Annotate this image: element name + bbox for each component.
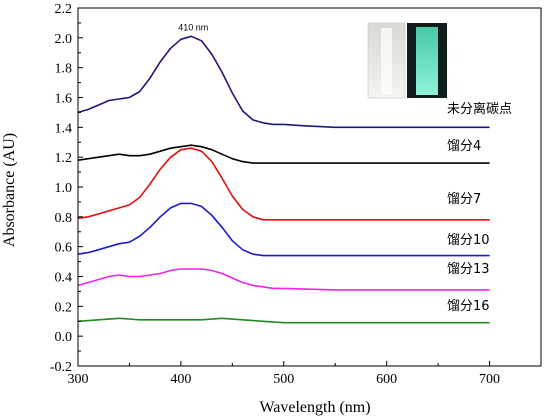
series-label-1: 未分离碳点 [447, 101, 512, 117]
y-tick-label-12: 2.2 [55, 2, 73, 17]
series-line-1 [77, 35, 490, 129]
y-tick-label-1: 0.0 [55, 330, 73, 345]
x-tick-label-700: 700 [479, 372, 500, 387]
series-label-2: 馏分4 [447, 139, 481, 154]
y-tick-label-3: 0.4 [55, 271, 73, 286]
x-axis-title: Wavelength (nm) [259, 399, 370, 416]
y-tick-label-7: 1.2 [55, 151, 73, 166]
series-line-3 [77, 147, 490, 221]
peak-annotation-1: 410 nm [178, 22, 208, 32]
series-label-4: 馏分10 [447, 233, 490, 248]
y-tick-label-8: 1.4 [55, 121, 73, 136]
series-line-2 [77, 144, 490, 164]
y-tick-label-5: 0.8 [55, 211, 73, 226]
y-tick-label-9: 1.6 [55, 92, 73, 107]
series-line-4 [77, 202, 490, 257]
y-axis-title: Absorbance (AU) [1, 133, 18, 247]
series-label-3: 馏分7 [447, 192, 481, 207]
x-tick-label-500: 500 [273, 372, 294, 387]
plot-area [77, 35, 490, 324]
x-tick-label-600: 600 [376, 372, 397, 387]
series-line-6 [77, 317, 490, 324]
series-label-6: 馏分16 [447, 299, 490, 314]
y-tick-label-0: -0.2 [50, 360, 72, 375]
cuvette-body-right [416, 27, 438, 95]
y-tick-label-10: 1.8 [55, 62, 73, 77]
axes: 300 400 500 600 700 -0.2 0.0 0.2 0.4 0.6 0.8 1.0 1.2… [50, 2, 542, 387]
series-line-5 [77, 268, 490, 291]
cuvette-body-left [381, 28, 392, 94]
cuvette-photo-inset [367, 22, 447, 99]
y-tick-label-6: 1.0 [55, 181, 73, 196]
y-tick-label-11: 2.0 [55, 32, 73, 47]
y-tick-label-4: 0.6 [55, 241, 73, 256]
series-label-5: 馏分13 [447, 262, 490, 277]
x-tick-label-400: 400 [170, 372, 191, 387]
x-tick-label-300: 300 [68, 372, 89, 387]
y-tick-label-2: 0.2 [55, 300, 73, 315]
